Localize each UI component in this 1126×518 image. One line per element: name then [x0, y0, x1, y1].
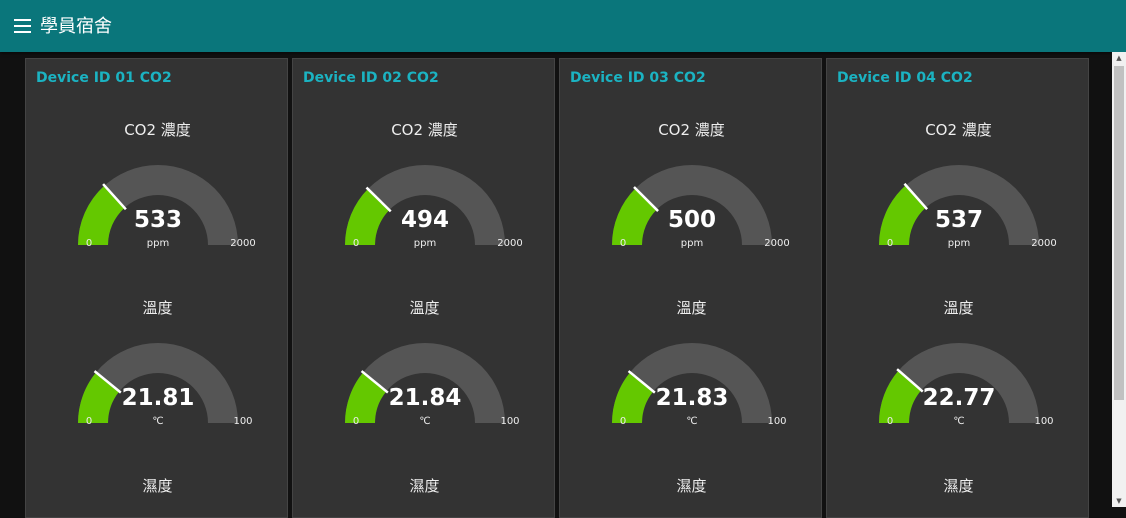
device-card-02: Device ID 02 CO2 CO2 濃度 494 0 ppm 2000 溫…: [292, 58, 555, 518]
temperature-label: 溫度: [142, 299, 173, 317]
gauge-track: [612, 343, 772, 423]
temperature-unit: ℃: [152, 416, 164, 427]
gauge-fill: [879, 185, 926, 245]
device-card-04: Device ID 04 CO2 CO2 濃度 537 0 ppm 2000 溫…: [826, 58, 1089, 518]
gauge-needle: [360, 370, 389, 394]
co2-label: CO2 濃度: [124, 121, 191, 139]
co2-value: 500: [667, 207, 716, 233]
vertical-scrollbar[interactable]: ▲ ▼: [1112, 52, 1126, 507]
humidity-label: 濕度: [142, 477, 173, 495]
co2-max: 2000: [230, 238, 256, 249]
temperature-value: 21.81: [121, 385, 195, 411]
co2-unit: ppm: [413, 238, 437, 249]
gauge-track: [612, 165, 772, 245]
gauge-track: [879, 165, 1039, 245]
co2-value: 494: [400, 207, 449, 233]
card-title: Device ID 03 CO2: [570, 70, 706, 86]
app-title: 學員宿舍: [40, 16, 112, 37]
scroll-down-arrow-icon[interactable]: ▼: [1116, 497, 1122, 505]
temperature-min: 0: [619, 416, 627, 427]
gauge-fill: [345, 188, 390, 245]
co2-value: 537: [934, 207, 983, 233]
temperature-max: 100: [767, 416, 787, 427]
gauge-track: [345, 165, 505, 245]
temperature-gauge: 21.84 0 ℃ 100: [340, 329, 520, 429]
gauge-fill: [78, 185, 125, 245]
gauge-needle: [102, 183, 127, 211]
co2-unit: ppm: [680, 238, 704, 249]
device-card-01: Device ID 01 CO2 CO2 濃度 533 0 ppm 2000 溫…: [25, 58, 288, 518]
temperature-gauge: 21.83 0 ℃ 100: [607, 329, 787, 429]
gauge-fill: [612, 188, 657, 245]
humidity-label: 濕度: [409, 477, 440, 495]
scrollbar-thumb[interactable]: [1114, 66, 1124, 400]
card-title: Device ID 01 CO2: [36, 70, 172, 86]
temperature-value: 22.77: [922, 385, 996, 411]
device-card-03: Device ID 03 CO2 CO2 濃度 500 0 ppm 2000 溫…: [559, 58, 822, 518]
co2-max: 2000: [1031, 238, 1057, 249]
temperature-max: 100: [500, 416, 520, 427]
temperature-label: 溫度: [943, 299, 974, 317]
humidity-label: 濕度: [676, 477, 707, 495]
temperature-gauge: 21.81 0 ℃ 100: [73, 329, 253, 429]
menu-icon[interactable]: [14, 19, 31, 33]
gauge-track: [345, 343, 505, 423]
co2-max: 2000: [497, 238, 523, 249]
temperature-value: 21.83: [655, 385, 729, 411]
co2-gauge: 494 0 ppm 2000: [340, 151, 523, 251]
gauge-needle: [365, 186, 392, 213]
co2-max: 2000: [764, 238, 790, 249]
temperature-label: 溫度: [409, 299, 440, 317]
co2-label: CO2 濃度: [658, 121, 725, 139]
gauge-fill: [879, 370, 922, 423]
co2-label: CO2 濃度: [925, 121, 992, 139]
co2-min: 0: [886, 238, 894, 249]
co2-unit: ppm: [947, 238, 971, 249]
gauge-track: [879, 343, 1039, 423]
temperature-max: 100: [1034, 416, 1054, 427]
co2-min: 0: [85, 238, 93, 249]
temperature-min: 0: [85, 416, 93, 427]
dashboard-content: Device ID 01 CO2 CO2 濃度 533 0 ppm 2000 溫…: [0, 52, 1112, 518]
top-bar: 學員宿舍: [0, 0, 1126, 52]
card-title: Device ID 04 CO2: [837, 70, 973, 86]
temperature-max: 100: [233, 416, 253, 427]
co2-min: 0: [352, 238, 360, 249]
co2-label: CO2 濃度: [391, 121, 458, 139]
humidity-label: 濕度: [943, 477, 974, 495]
card-title: Device ID 02 CO2: [303, 70, 439, 86]
gauge-needle: [896, 368, 924, 393]
gauge-needle: [627, 370, 656, 394]
temperature-min: 0: [352, 416, 360, 427]
gauge-fill: [78, 372, 120, 423]
temperature-min: 0: [886, 416, 894, 427]
co2-min: 0: [619, 238, 627, 249]
gauge-needle: [903, 182, 929, 210]
gauge-fill: [345, 372, 387, 423]
temperature-unit: ℃: [419, 416, 431, 427]
gauge-needle: [633, 186, 659, 212]
scroll-up-arrow-icon[interactable]: ▲: [1116, 54, 1122, 62]
co2-gauge: 533 0 ppm 2000: [73, 151, 256, 251]
temperature-gauge: 22.77 0 ℃ 100: [874, 329, 1054, 429]
gauge-track: [78, 343, 238, 423]
co2-gauge: 537 0 ppm 2000: [874, 151, 1057, 251]
temperature-value: 21.84: [388, 385, 462, 411]
co2-unit: ppm: [146, 238, 170, 249]
gauge-fill: [612, 372, 654, 423]
co2-value: 533: [133, 207, 182, 233]
co2-gauge: 500 0 ppm 2000: [607, 151, 790, 251]
gauge-track: [78, 165, 238, 245]
temperature-label: 溫度: [676, 299, 707, 317]
temperature-unit: ℃: [953, 416, 965, 427]
gauge-needle: [93, 370, 122, 394]
temperature-unit: ℃: [686, 416, 698, 427]
